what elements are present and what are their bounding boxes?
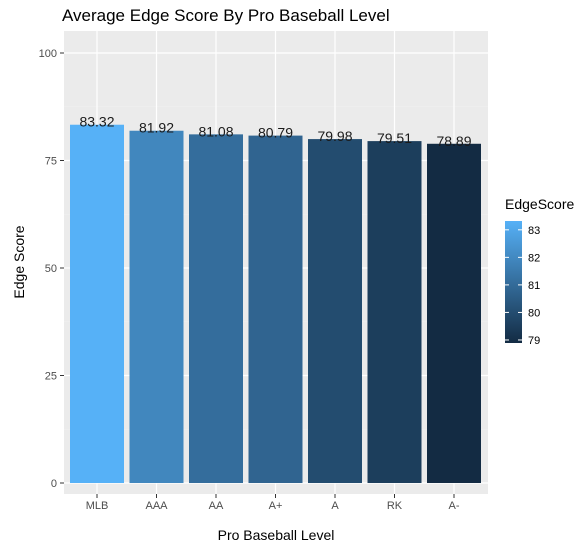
data-label: 80.79 [258,125,293,141]
legend-colorbar [505,221,522,343]
x-tick-label: A- [449,500,460,512]
y-tick-label: 25 [45,371,57,383]
data-labels: 83.32 81.92 81.08 80.79 79.98 79.51 78.89 [79,114,471,149]
legend-tick-label: 79 [528,335,540,347]
x-axis: MLB AAA AA A+ A RK A- [86,494,460,512]
bar-RK [367,141,422,483]
bar-A+ [248,135,303,483]
x-tick-label: AA [209,500,224,512]
y-axis: 0 25 50 75 100 [39,48,64,490]
legend-tick-label: 81 [528,280,540,292]
legend-tick-label: 80 [528,307,540,319]
data-label: 81.92 [139,120,174,136]
y-tick-label: 50 [45,263,57,275]
y-tick-label: 0 [51,478,57,490]
legend: EdgeScore 83 82 81 80 79 [505,196,574,347]
data-label: 78.89 [436,133,471,149]
legend-ticks: 83 82 81 80 79 [505,225,540,347]
bar-AAA [129,130,184,483]
y-tick-label: 100 [39,48,57,60]
bars [70,124,481,483]
bar-AA [189,134,243,483]
y-axis-title: Edge Score [11,225,27,298]
data-label: 83.32 [79,114,114,130]
legend-title: EdgeScore [505,196,574,212]
x-tick-label: MLB [86,500,109,512]
x-tick-label: AAA [145,500,168,512]
x-tick-label: A+ [269,500,283,512]
bar-MLB [70,124,124,483]
x-tick-label: A [331,500,339,512]
x-axis-title: Pro Baseball Level [218,527,335,543]
data-label: 81.08 [198,123,233,139]
legend-tick-label: 82 [528,252,540,264]
chart-title: Average Edge Score By Pro Baseball Level [62,6,390,25]
bar-A- [427,143,481,483]
data-label: 79.51 [377,130,412,146]
y-tick-label: 75 [45,156,57,168]
legend-tick-label: 83 [528,225,540,237]
data-label: 79.98 [317,128,352,144]
bar-A [308,139,362,483]
x-tick-label: RK [387,500,403,512]
